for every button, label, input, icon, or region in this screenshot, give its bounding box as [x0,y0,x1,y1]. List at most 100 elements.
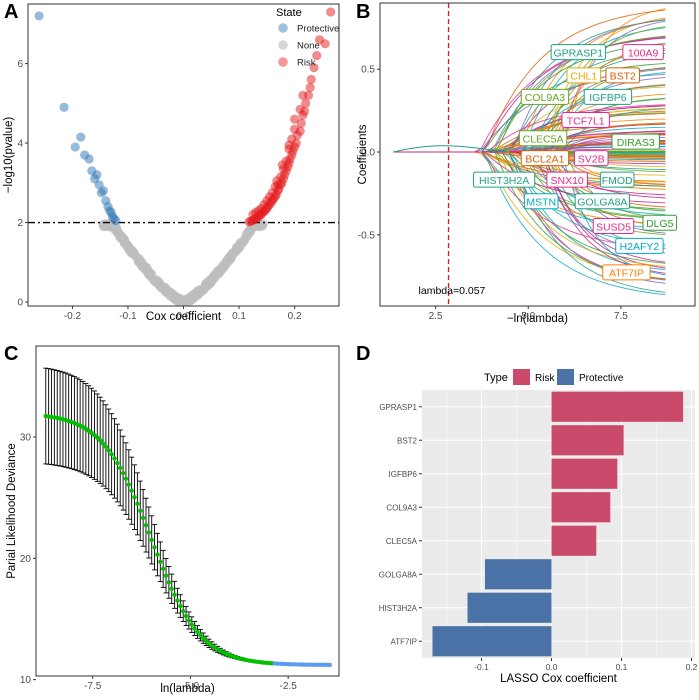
none-points-cloud [98,219,269,307]
legend-label-protective: Protective [579,373,624,384]
risk-point [272,176,282,186]
gene-label-box [592,218,635,235]
legend-label-risk: Risk [535,373,555,384]
gene-label: GPRASP1 [550,44,606,61]
deviance-point [181,609,186,614]
x-tick-label: 2.5 [429,311,443,322]
gene-label-text: HIST3H2A [479,175,529,187]
risk-point [312,51,322,61]
bar-atf7ip [432,626,552,657]
deviance-point [186,618,192,623]
deviance-point [109,452,114,457]
gene-label-text: SNX10 [551,175,584,187]
x-tick-label: 0.1 [616,662,628,672]
deviance-point [189,622,194,627]
protective-point [59,102,69,112]
risk-point [306,74,316,85]
y-tick-label: 10 [20,675,32,686]
coefficient-path [392,145,510,153]
gene-labels: GPRASP1 100A9 CHL1 BST2 COL9A3 IGFBP6 TCF7L1CL… [473,44,678,281]
gene-label-text: 100A9 [628,47,659,59]
gene-label-box [561,112,610,129]
deviance-point [175,598,180,603]
gene-label: BST2 [605,67,641,84]
none-point [245,227,255,237]
legend-key-protective [278,23,288,33]
gene-label-text: SV2B [578,153,605,165]
gene-label: TCF7L1 [561,112,610,129]
gene-label-text: SUSD5 [596,221,631,233]
deviance-point [203,638,209,644]
gene-label-box [523,193,559,210]
deviance-point [115,460,120,466]
risk-point [298,90,308,100]
gene-label-text: CLEC5A [523,134,564,146]
gene-label-box [611,133,660,150]
gene-label-box [566,67,602,84]
protective-point [92,170,102,180]
gene-label-text: GOLGA8A [577,196,627,208]
panel-letter-d: D [356,343,370,365]
none-point [210,269,220,279]
plot-frame [379,2,696,307]
deviance-point [149,537,154,543]
gene-label-text: DIRAS3 [617,137,655,149]
x-tick-label: 0.1 [232,311,246,322]
deviance-point [132,494,137,500]
category-label: GPRASP1 [379,403,417,412]
deviance-point [118,465,123,471]
category-label: IGFBP6 [389,470,418,479]
risk-point [314,35,325,45]
none-point [171,293,181,303]
risk-point [301,98,311,108]
none-point [155,279,165,289]
none-point [120,238,130,248]
panel-letter-c: C [4,343,18,365]
risk-point [284,140,294,150]
category-label: ATF7IP [390,637,417,646]
y-tick-label: 20 [20,554,32,565]
legend-key-risk [278,57,288,67]
gene-label-text: TCF7L1 [567,115,605,127]
gene-label-box [583,88,633,105]
gene-label-text: CHL1 [570,71,597,83]
gene-label-box [642,214,678,231]
gene-label-text: DLG5 [646,218,674,230]
y-axis-label: Coefficients [357,124,369,184]
gene-label: 100A9 [622,44,664,61]
y-tick-label: 0 [17,298,23,309]
none-point [238,236,248,246]
gene-label-box [546,171,588,188]
x-tick-label: -0.1 [119,311,137,322]
plot-frame [35,345,340,677]
x-axis-label: −ln(lambda) [507,313,568,325]
gene-label: SV2B [573,150,609,167]
gene-label: DLG5 [642,214,678,231]
gene-label: GOLGA8A [574,193,631,210]
gene-label-box [520,88,570,105]
deviance-point [160,566,166,572]
deviance-point [178,603,183,609]
deviance-point [135,501,140,507]
risk-point [309,62,319,73]
panel-b-lasso-coefficient-paths: lambda=0.057 GPRASP1 100A9 CHL1 BST2 COL9A3 IG… [357,2,696,325]
gene-label: COL9A3 [520,88,570,105]
category-label: GOLGA8A [379,570,418,579]
gene-label-text: COL9A3 [525,92,565,104]
x-tick-label: 0.2 [686,662,698,672]
risk-point [277,160,287,170]
x-axis-label: LASSO Cox coefficient [500,673,618,685]
bar-hist3h2a [467,592,552,623]
deviance-point [158,559,163,564]
plot-background [28,4,339,306]
deviance-point [201,635,206,641]
category-label: HIST3H2A [379,604,418,613]
panel-letter-a: A [4,1,18,23]
series-risk [244,7,336,227]
legend-label-risk: Risk [297,58,316,69]
plot-frame [27,3,340,307]
category-label: BST2 [397,436,418,445]
gene-label-text: BCL2A1 [525,153,564,165]
panel-c-cv-deviance-plot: -7.5 -5.0 -2.5 10 20 30 ln(lambda) Parial Likel… [6,345,340,695]
